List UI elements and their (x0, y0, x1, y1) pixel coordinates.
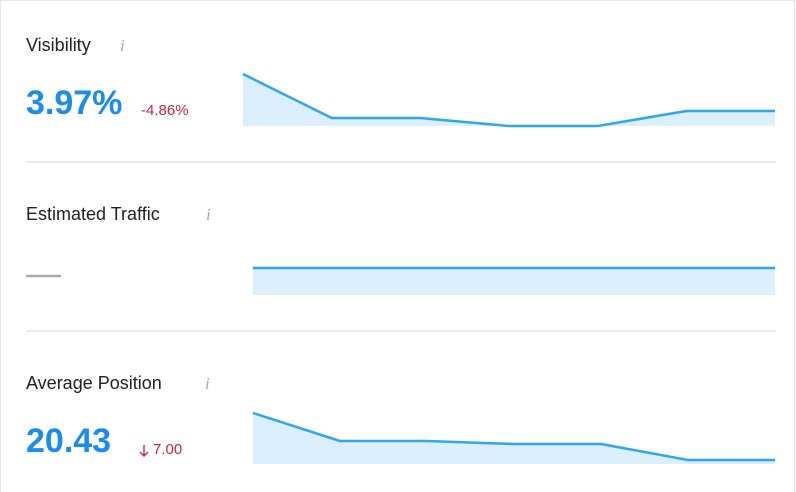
metric-change: -4.86% (141, 102, 189, 119)
sparkline-area (253, 268, 775, 295)
sparkline-area (253, 413, 775, 464)
metric-label: Visibility (26, 35, 91, 55)
sparkline (242, 72, 775, 128)
info-icon[interactable]: i (205, 374, 210, 393)
metric-value: 20.43 (26, 422, 111, 460)
info-icon[interactable]: i (120, 36, 125, 55)
metric-label: Average Position (26, 373, 162, 393)
info-icon[interactable]: i (206, 205, 211, 224)
down-arrow (139, 445, 149, 457)
metric-label: Estimated Traffic (26, 204, 160, 224)
metric-change: 7.00 (153, 441, 182, 458)
metric-value: 3.97% (26, 84, 122, 122)
sparkline-area (243, 74, 775, 126)
sparkline (252, 411, 775, 462)
